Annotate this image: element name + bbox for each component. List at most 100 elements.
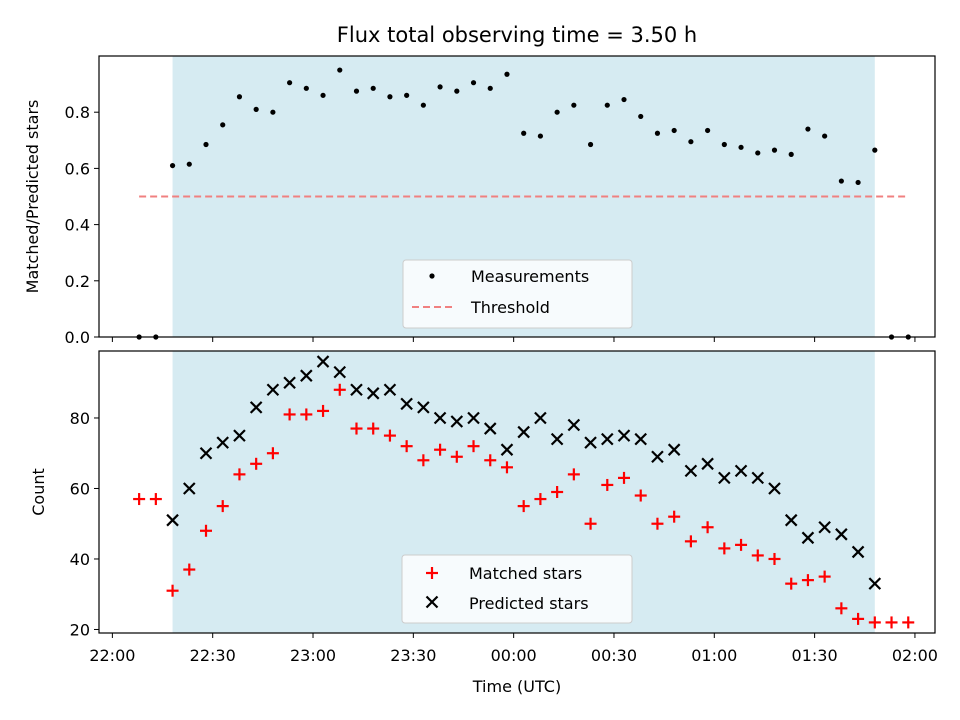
x-tick-label: 22:30 bbox=[190, 646, 236, 665]
matched-star-point bbox=[768, 552, 781, 565]
measurement-point bbox=[337, 67, 343, 73]
x-tick-label: 01:30 bbox=[792, 646, 838, 665]
measurement-point bbox=[504, 71, 510, 77]
measurement-point bbox=[537, 133, 544, 139]
x-tick-label: 00:00 bbox=[491, 646, 537, 665]
matched-star-point bbox=[200, 524, 213, 537]
legend-plus-glyph bbox=[426, 567, 438, 579]
matched-star-point bbox=[149, 493, 162, 506]
measurement-point bbox=[621, 96, 627, 103]
x-tick-label: 01:00 bbox=[691, 646, 737, 665]
matched-star-point bbox=[283, 408, 296, 421]
predicted-star-point bbox=[534, 411, 547, 425]
measurement-point bbox=[822, 133, 828, 139]
predicted-star-point bbox=[333, 365, 347, 379]
y-tick-label: 20 bbox=[70, 620, 90, 639]
measurement-point bbox=[437, 84, 443, 90]
matched-star-point bbox=[584, 517, 597, 530]
measurement-point bbox=[554, 109, 560, 115]
predicted-star-point bbox=[166, 513, 179, 527]
y-tick-label: 0.8 bbox=[65, 103, 90, 122]
matched-star-point bbox=[500, 461, 513, 474]
measurement-point bbox=[855, 179, 861, 186]
matched-star-point bbox=[534, 493, 547, 506]
predicted-star-point bbox=[400, 397, 413, 411]
matched-star-point bbox=[751, 549, 764, 562]
predicted-star-point bbox=[216, 436, 230, 449]
predicted-star-point bbox=[601, 432, 614, 446]
predicted-star-point bbox=[283, 376, 296, 390]
measurement-point bbox=[236, 94, 243, 100]
predicted-star-point bbox=[684, 464, 698, 478]
matched-star-point bbox=[785, 577, 798, 590]
x-tick-label: 23:00 bbox=[290, 646, 336, 665]
matched-stars-series bbox=[133, 383, 915, 629]
y-tick-label: 0.6 bbox=[65, 159, 90, 178]
predicted-star-point bbox=[851, 545, 865, 559]
matched-star-point bbox=[852, 612, 865, 625]
legend-marker-matched-stars bbox=[426, 567, 438, 579]
predicted-star-point bbox=[433, 411, 447, 425]
matched-star-point bbox=[517, 500, 530, 513]
matched-star-point bbox=[735, 538, 748, 551]
predicted-star-point bbox=[784, 513, 798, 527]
top-x-ticks bbox=[111, 337, 916, 342]
matched-star-point bbox=[400, 440, 413, 453]
measurement-point bbox=[387, 94, 393, 100]
predicted-star-point bbox=[818, 520, 831, 534]
predicted-star-point bbox=[801, 531, 815, 545]
bottom-x-ticks: 22:00 22:30 23:00 23:30 00:00 00:30 01:00 01:30… bbox=[89, 633, 938, 665]
predicted-stars-series bbox=[166, 355, 882, 590]
x-tick-label: 23:30 bbox=[390, 646, 436, 665]
measurement-point bbox=[688, 139, 694, 145]
predicted-star-point bbox=[584, 436, 597, 449]
matched-star-point bbox=[183, 563, 196, 576]
matched-star-point bbox=[868, 616, 881, 629]
measurement-point bbox=[454, 88, 460, 94]
y-tick-label: 0.0 bbox=[65, 328, 90, 347]
matched-star-point bbox=[383, 429, 396, 442]
matched-star-point bbox=[601, 478, 614, 491]
bottom-panel: 20 40 60 80 22:00 22:30 23:00 23:30 00:00 00:30 0… bbox=[29, 350, 938, 696]
x-tick-label: 00:30 bbox=[591, 646, 637, 665]
measurement-point bbox=[872, 147, 878, 153]
legend-marker-measurements bbox=[429, 273, 435, 279]
predicted-star-point bbox=[199, 446, 213, 460]
measurement-point bbox=[287, 80, 293, 86]
matched-star-point bbox=[684, 535, 697, 548]
matched-star-point bbox=[818, 570, 831, 583]
bottom-y-ticks: 20 40 60 80 bbox=[70, 409, 99, 639]
matched-star-point bbox=[166, 584, 179, 597]
predicted-star-point bbox=[718, 471, 731, 485]
measurement-point bbox=[838, 178, 844, 184]
measurement-point bbox=[805, 126, 811, 132]
measurement-point bbox=[370, 85, 376, 91]
predicted-star-point bbox=[300, 369, 313, 382]
matched-star-point bbox=[551, 486, 564, 498]
top-legend: Measurements Threshold bbox=[402, 259, 633, 329]
predicted-star-point bbox=[868, 577, 882, 590]
x-axis-label: Time (UTC) bbox=[472, 677, 561, 696]
top-y-ticks: 0.0 0.2 0.4 0.6 0.8 bbox=[65, 103, 99, 347]
predicted-star-point bbox=[667, 443, 681, 456]
matched-star-point bbox=[250, 457, 263, 470]
predicted-star-point bbox=[233, 429, 246, 442]
predicted-star-point bbox=[383, 383, 397, 397]
predicted-star-point bbox=[350, 383, 363, 397]
matched-star-point bbox=[266, 447, 279, 460]
predicted-star-point bbox=[701, 457, 714, 471]
measurement-point bbox=[220, 122, 226, 128]
matched-star-point bbox=[317, 404, 330, 417]
predicted-star-point bbox=[768, 482, 781, 495]
measurement-point bbox=[353, 88, 360, 94]
predicted-star-point bbox=[366, 387, 380, 400]
matched-star-point bbox=[484, 454, 497, 467]
matched-star-point bbox=[567, 468, 580, 481]
predicted-star-point bbox=[835, 528, 848, 541]
top-axes-frame bbox=[98, 55, 936, 338]
measurements-series bbox=[136, 67, 911, 340]
legend-label-measurements: Measurements bbox=[471, 267, 589, 286]
predicted-star-point bbox=[500, 443, 514, 456]
bottom-y-axis-label: Count bbox=[29, 468, 48, 516]
